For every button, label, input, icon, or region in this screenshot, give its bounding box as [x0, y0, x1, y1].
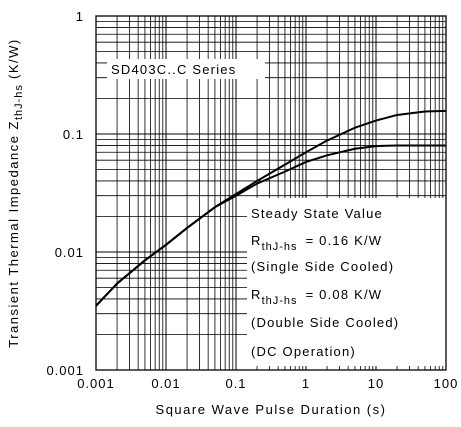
annotation-double-side-note: (Double Side Cooled): [251, 315, 399, 330]
annotation-r-symbol-2: R: [251, 287, 262, 302]
y-axis-label-suffix: (K/W): [6, 38, 21, 84]
x-tick-label: 0.01: [151, 376, 180, 391]
annotation-title: Steady State Value: [251, 206, 383, 221]
annotation-r-value-2: = 0.08 K/W: [306, 287, 383, 302]
annotation-double-side-value: RthJ-hs = 0.08 K/W: [251, 287, 382, 307]
annotation-r-symbol: R: [251, 233, 262, 248]
series-label-background: [107, 59, 265, 79]
thermal-impedance-curve-2: [95, 144, 446, 307]
y-axis-label-prefix: Transient Thermal Impedance Z: [6, 120, 21, 348]
plot-frame: [95, 15, 447, 371]
annotation-r-subscript-2: thJ-hs: [262, 295, 298, 307]
y-tick-label: 0.1: [63, 127, 84, 142]
annotation-single-side-note: (Single Side Cooled): [251, 259, 394, 274]
x-tick-label: 10: [368, 376, 384, 391]
y-axis-label-subscript: thJ-hs: [13, 84, 25, 120]
steady-state-annotation: Steady State Value RthJ-hs = 0.16 K/W (Si…: [251, 206, 399, 359]
y-axis-label: Transient Thermal Impedance ZthJ-hs (K/W…: [6, 38, 25, 348]
x-tick-label: 1: [302, 376, 310, 391]
y-tick-label: 0.01: [55, 245, 84, 260]
x-tick-labels: 0.001 0.01 0.1 1 10 100: [77, 376, 459, 391]
y-tick-labels: 0.001 0.01 0.1 1: [46, 9, 84, 378]
annotation-single-side-value: RthJ-hs = 0.16 K/W: [251, 233, 382, 253]
x-tick-label: 0.1: [225, 376, 246, 391]
annotation-background: [247, 198, 446, 366]
series-label: SD403C..C Series: [111, 62, 236, 77]
x-axis-label: Square Wave Pulse Duration (s): [156, 402, 387, 417]
y-tick-label: 0.001: [46, 363, 84, 378]
annotation-dc-operation-note: (DC Operation): [251, 344, 356, 359]
x-tick-label: 0.001: [77, 376, 115, 391]
x-tick-label: 100: [434, 376, 459, 391]
annotation-r-subscript: thJ-hs: [262, 241, 298, 253]
annotation-r-value: = 0.16 K/W: [306, 233, 383, 248]
y-tick-label: 1: [76, 9, 84, 24]
curves: [95, 109, 447, 307]
